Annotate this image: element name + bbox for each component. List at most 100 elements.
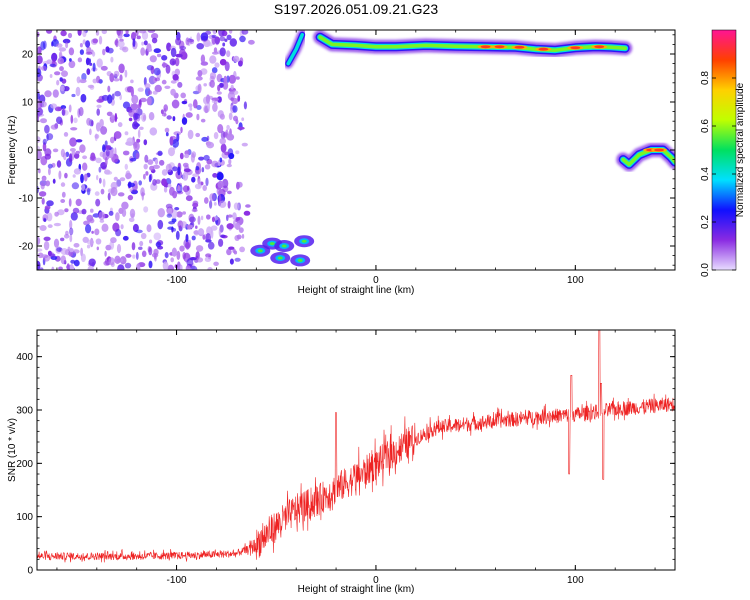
heatmap-cell (238, 227, 244, 234)
heatmap-cell (216, 91, 222, 95)
heatmap-cell (235, 150, 240, 155)
heatmap-cell (85, 57, 90, 66)
heatmap-cell (239, 246, 246, 253)
heatmap-cell (234, 222, 241, 230)
heatmap-cell (212, 51, 219, 55)
heatmap-cell (198, 156, 205, 161)
heatmap-cell (205, 30, 212, 35)
heatmap-cell (174, 57, 180, 67)
heatmap-cell (179, 152, 184, 160)
heatmap-cell (146, 224, 152, 233)
heatmap-cell (47, 163, 53, 169)
heatmap-cell (152, 90, 158, 95)
heatmap-cell (41, 197, 45, 205)
heatmap-cell (59, 77, 63, 82)
heatmap-cell (58, 266, 63, 270)
heatmap-cell (138, 246, 143, 250)
heatmap-cell (226, 133, 235, 141)
heatmap-cell (68, 104, 72, 113)
heatmap-cell (164, 127, 170, 133)
heatmap-cell (118, 63, 125, 74)
y-tick-label: 0 (27, 566, 33, 577)
heatmap-cell (182, 171, 189, 181)
heatmap-cell (205, 177, 209, 187)
heatmap-cell (216, 187, 222, 196)
heatmap-cell (113, 70, 120, 77)
heatmap-cell (99, 219, 105, 223)
heatmap-cell (219, 36, 226, 42)
heatmap-cell (46, 133, 54, 141)
heatmap-cell (148, 260, 153, 269)
heatmap-cell (85, 40, 91, 48)
heatmap-cell (86, 188, 91, 196)
heatmap-cell (227, 214, 233, 218)
heatmap-cell (243, 101, 247, 110)
heatmap-cell (62, 38, 71, 44)
heatmap-cell (172, 74, 179, 81)
heatmap-cell (239, 35, 246, 43)
heatmap-cell (104, 250, 107, 257)
heatmap-cell (105, 171, 113, 175)
heatmap-cell (212, 173, 218, 178)
heatmap-cell (185, 37, 190, 46)
heatmap-cell (129, 157, 137, 162)
heatmap-cell (47, 250, 52, 256)
heatmap-cell (121, 201, 129, 210)
heatmap-cell (72, 249, 80, 254)
heatmap-cell (64, 172, 68, 179)
heatmap-cell (81, 73, 87, 81)
heatmap-cell (187, 185, 190, 191)
heatmap-cell (301, 239, 307, 243)
heatmap-cell (195, 245, 204, 252)
heatmap-cell (52, 178, 56, 184)
heatmap-cell (151, 33, 159, 40)
heatmap-cell (189, 216, 196, 223)
heatmap-cell (198, 228, 205, 235)
heatmap-cell (153, 67, 161, 76)
heatmap-cell (127, 182, 136, 188)
heatmap-cell (58, 170, 62, 180)
heatmap-cell (193, 230, 199, 235)
heatmap-cell (217, 124, 224, 134)
heatmap-cell (233, 55, 240, 63)
heatmap-cell (82, 39, 86, 45)
heatmap-cell (73, 117, 78, 124)
heatmap-cell (45, 180, 51, 187)
heatmap-cell (175, 230, 180, 240)
heatmap-cell (81, 183, 86, 192)
heatmap-cell (206, 214, 211, 220)
heatmap-cell (139, 126, 144, 130)
heatmap-cell (42, 138, 47, 145)
heatmap-cell (37, 100, 43, 109)
heatmap-cell (52, 89, 59, 98)
heatmap-cell (114, 255, 121, 264)
heatmap-cell (75, 139, 83, 143)
heatmap-cell (212, 103, 218, 112)
heatmap-cell (162, 261, 169, 270)
heatmap-cell (232, 212, 237, 220)
heatmap-cell (222, 42, 226, 47)
heatmap-cell (86, 117, 92, 126)
heatmap-cell (191, 235, 196, 241)
heatmap-cell (217, 84, 221, 92)
heatmap-cell (154, 77, 161, 82)
heatmap-cell (75, 198, 82, 207)
heatmap-cell (101, 30, 107, 35)
heatmap-cell (109, 73, 115, 83)
colorbar-gradient (711, 29, 737, 271)
y-tick-label: 400 (16, 352, 33, 363)
heatmap-cell (37, 145, 40, 151)
heatmap-cell (171, 99, 180, 109)
heatmap-cell (134, 113, 140, 120)
heatmap-cell (37, 185, 40, 194)
heatmap-cell (167, 183, 172, 188)
heatmap-cell (173, 131, 181, 136)
heatmap-cell (226, 75, 230, 83)
heatmap-cell (185, 233, 189, 243)
heatmap-cell (132, 254, 136, 259)
heatmap-cell (144, 154, 149, 163)
heatmap-cell (161, 55, 168, 61)
heatmap-cell (127, 194, 134, 201)
heatmap-cell (200, 118, 206, 123)
heatmap-cell (98, 166, 102, 173)
